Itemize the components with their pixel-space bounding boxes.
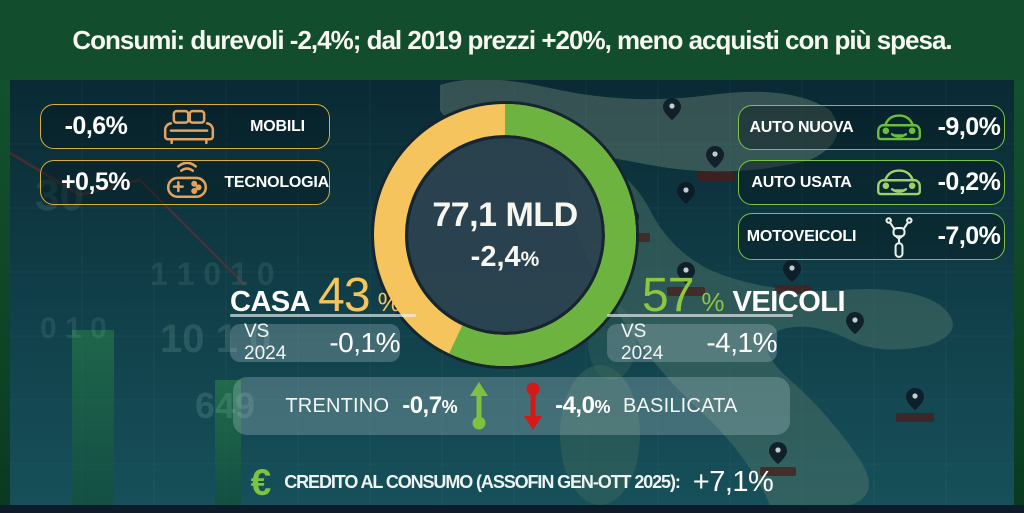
veicoli-percent-sign: %	[701, 287, 725, 317]
mobili-value: -0,6%	[64, 112, 128, 140]
background-digit: 1 1 0 1 0	[150, 256, 275, 292]
percent-sign: %	[441, 397, 458, 417]
tecnologia-label: TECNOLOGIA	[224, 173, 329, 191]
casa-vs-value: -0,1%	[329, 327, 400, 358]
bg-line-chart	[10, 151, 246, 286]
auto-nuova-label: AUTO NUOVA	[749, 118, 854, 136]
map-land-peninsula	[567, 140, 953, 505]
best-region-number: -0,7	[402, 392, 442, 419]
tecnologia-value: +0,5%	[60, 168, 131, 196]
veicoli-name: VEICOLI	[732, 286, 846, 318]
bottom-strip	[0, 505, 1024, 513]
credito-consumo-value: +7,1%	[692, 465, 774, 498]
casa-share-label: CASA 43 %	[230, 268, 401, 323]
worst-region-number: -4,0	[555, 392, 595, 419]
worst-region-name: BASILICATA	[622, 394, 738, 417]
best-region-value: -0,7%	[402, 392, 457, 420]
donut-chart	[371, 101, 639, 369]
stat-box-motoveicoli: MOTOVEICOLI -7,0%	[738, 213, 1005, 260]
sofa-icon	[151, 108, 226, 146]
total-spending-value: 77,1 MLD	[432, 196, 578, 234]
car-used-icon	[864, 165, 934, 201]
bg-bar	[72, 330, 114, 505]
up-arrow-icon	[470, 382, 489, 430]
auto-usata-label: AUTO USATA	[751, 173, 852, 191]
donut-center-labels: 77,1 MLD -2,4%	[370, 100, 640, 370]
total-change-number: -2,4	[470, 241, 521, 273]
motoveicoli-value: -7,0%	[937, 222, 1001, 250]
euro-icon: €	[250, 461, 272, 503]
percent-sign: %	[594, 397, 610, 417]
bg-bar	[215, 380, 241, 505]
veicoli-percent: 57	[642, 269, 694, 322]
motorcycle-icon	[864, 215, 934, 259]
auto-nuova-value: -9,0%	[937, 113, 1001, 141]
background-digit: 10 1 0	[160, 317, 271, 361]
veicoli-vs-label: VS 2024	[621, 321, 664, 364]
regional-extremes-bar: TRENTINO -0,7% -4,0% BASILICATA	[233, 377, 790, 435]
casa-percent: 43	[318, 269, 370, 322]
stat-box-auto-usata: AUTO USATA -0,2%	[738, 160, 1005, 205]
veicoli-vs-2024-box: VS 2024 -4,1%	[607, 321, 777, 364]
auto-usata-value: -0,2%	[937, 168, 1001, 196]
mobili-label: MOBILI	[250, 117, 305, 135]
total-change-value: -2,4%	[471, 241, 540, 274]
casa-vs-label: VS 2024	[244, 321, 287, 364]
background-digit: 649	[195, 385, 255, 426]
donut-center-disc	[405, 135, 605, 335]
worst-region-value: -4,0%	[555, 392, 610, 420]
stat-box-tecnologia: +0,5% TECNOLOGIA	[40, 160, 330, 205]
donut-segment-veicoli	[374, 104, 636, 366]
stat-box-auto-nuova: AUTO NUOVA -9,0%	[738, 105, 1005, 150]
credito-consumo-label: CREDITO AL CONSUMO (ASSOFIN GEN-OTT 2025…	[284, 471, 681, 492]
veicoli-vs-value: -4,1%	[706, 327, 777, 358]
italy-map-background: 30 1 1 0 1 0 0 1 0 10 1 0 649	[10, 80, 1014, 505]
motoveicoli-label: MOTOVEICOLI	[746, 227, 857, 245]
background-digit: 0 1 0	[40, 312, 107, 345]
map-land-sardinia	[560, 365, 640, 505]
veicoli-underline	[607, 314, 793, 317]
best-region-name: TRENTINO	[285, 394, 390, 417]
casa-underline	[230, 314, 416, 317]
infographic-panel: 30 1 1 0 1 0 0 1 0 10 1 0 649 77,1 MLD -…	[10, 80, 1014, 505]
stat-box-mobili: -0,6% MOBILI	[40, 104, 330, 149]
credito-consumo-row: € CREDITO AL CONSUMO (ASSOFIN GEN-OTT 20…	[10, 460, 1014, 504]
casa-percent-sign: %	[377, 287, 401, 317]
map-land-north	[440, 80, 838, 172]
veicoli-share-label: 57 % VEICOLI	[642, 268, 846, 323]
page-title: Consumi: durevoli -2,4%; dal 2019 prezzi…	[72, 24, 952, 55]
casa-name: CASA	[230, 286, 311, 318]
down-arrow-icon	[524, 382, 543, 430]
car-new-icon	[864, 110, 934, 146]
casa-vs-2024-box: VS 2024 -0,1%	[230, 321, 400, 364]
gamepad-icon	[150, 161, 224, 204]
percent-sign: %	[520, 248, 540, 271]
header-banner: Consumi: durevoli -2,4%; dal 2019 prezzi…	[0, 0, 1024, 80]
